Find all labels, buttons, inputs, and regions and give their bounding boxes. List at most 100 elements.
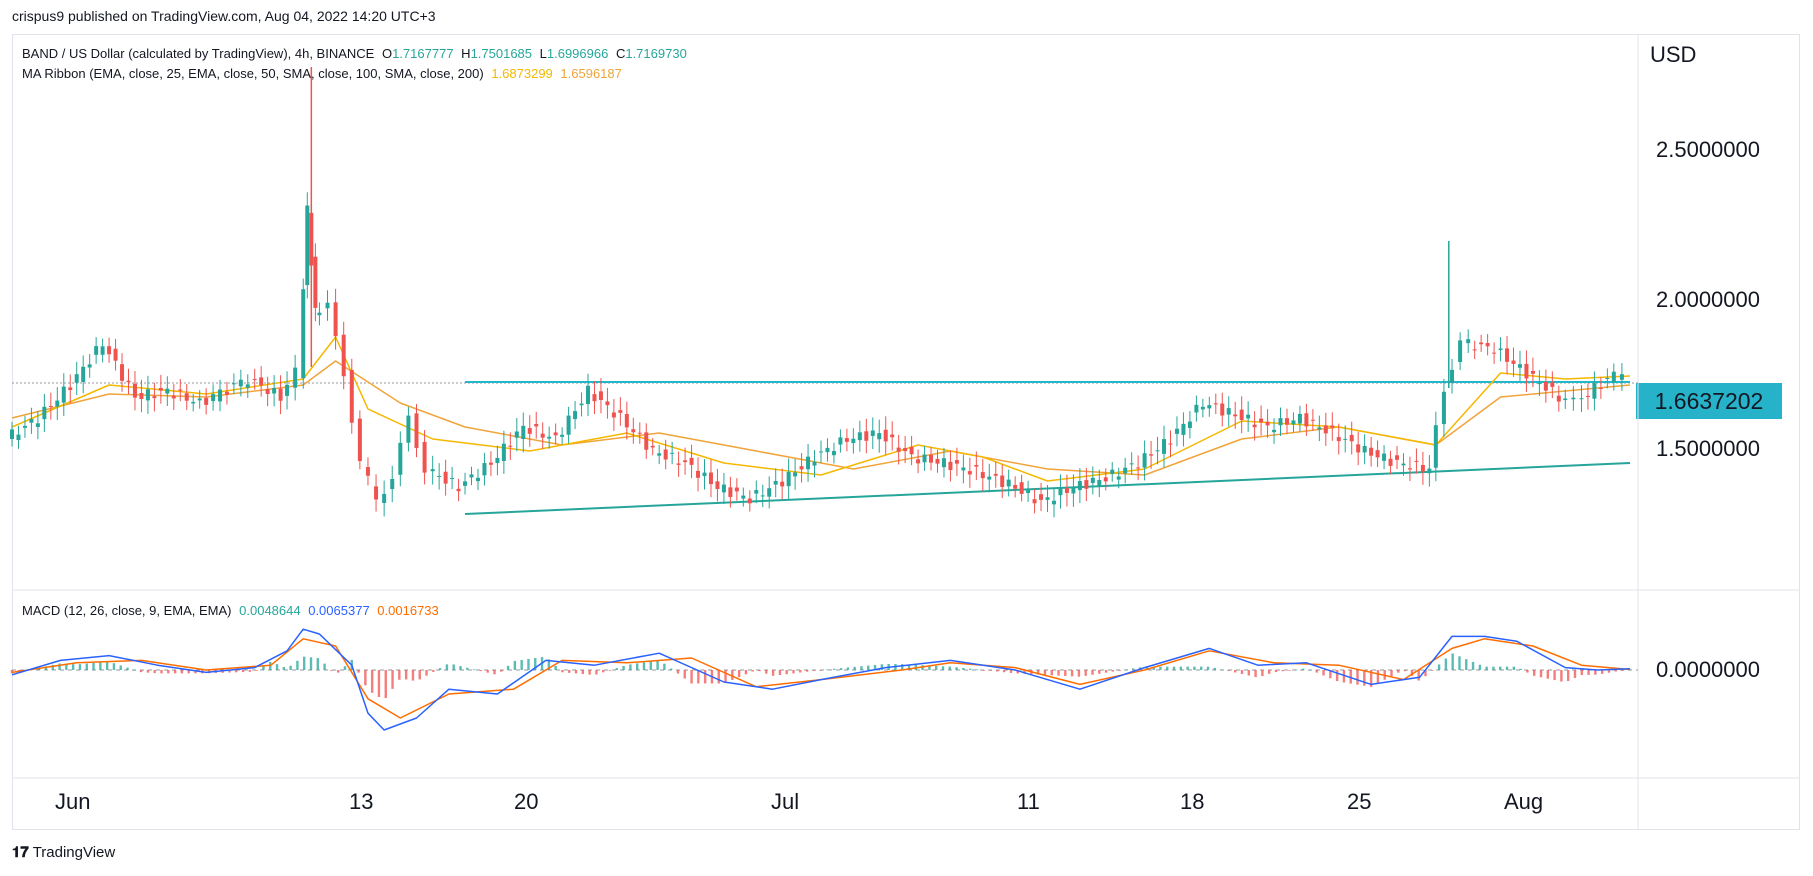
macd-histogram-bar: [180, 670, 184, 674]
candle-body: [132, 383, 137, 398]
candle-body: [293, 367, 298, 388]
candle-body: [42, 406, 47, 420]
macd-histogram-bar: [765, 670, 768, 674]
candle-body: [1168, 443, 1173, 445]
candle-body: [1026, 489, 1031, 494]
macd-histogram-bar: [1254, 670, 1257, 678]
candle-body: [1585, 395, 1590, 398]
macd-histogram-bar: [1566, 670, 1570, 682]
candle-body: [1530, 370, 1535, 374]
close-value: 1.7169730: [625, 46, 687, 61]
macd-histogram-bar: [642, 662, 646, 670]
candle-body: [683, 460, 688, 463]
candle-body: [218, 389, 223, 402]
macd-histogram-bar: [289, 665, 292, 670]
candle-body: [1401, 463, 1406, 466]
candle-body: [1291, 420, 1296, 425]
macd-line: [11, 628, 1631, 731]
macd-histogram-bar: [1247, 670, 1250, 676]
macd-histogram-bar: [1397, 670, 1400, 673]
macd-histogram-bar: [805, 670, 809, 672]
candle-body: [55, 400, 60, 407]
macd-histogram-bar: [303, 656, 306, 670]
candle-body: [534, 424, 539, 427]
candle-body: [825, 447, 830, 453]
x-tick-label: 20: [514, 789, 539, 814]
macd-histogram-bar: [1295, 669, 1298, 671]
macd-histogram-bar: [1329, 670, 1332, 679]
candle-body: [689, 457, 694, 465]
ma-value-1: 1.6873299: [491, 66, 553, 81]
macd-histogram-bar: [1023, 670, 1026, 674]
candle-body: [624, 414, 629, 428]
candle-body: [94, 346, 99, 355]
macd-histogram-bar: [547, 659, 551, 670]
candle-body: [929, 454, 934, 463]
macd-histogram-bar: [1193, 666, 1196, 670]
macd-histogram-bar: [1410, 670, 1414, 676]
candle-body: [1498, 348, 1503, 350]
candle-body: [1129, 463, 1134, 465]
candle-body: [414, 413, 419, 448]
macd-histogram-bar: [323, 663, 326, 670]
macd-histogram-bar: [445, 664, 449, 670]
macd-histogram-bar: [724, 670, 727, 683]
macd-histogram-bar: [1356, 670, 1359, 685]
candle-body: [864, 431, 869, 441]
macd-histogram-bar: [1505, 666, 1509, 670]
macd-histogram-bar: [520, 659, 523, 670]
candle-body: [954, 460, 959, 464]
macd-histogram-bar: [1363, 670, 1366, 686]
candle-body: [521, 425, 526, 440]
macd-histogram-bar: [1431, 670, 1434, 671]
tradingview-footer[interactable]: 𝟏𝟕 TradingView: [12, 844, 115, 861]
candle-body: [184, 393, 189, 401]
macd-histogram-bar: [513, 660, 517, 670]
macd-histogram-bar: [975, 669, 979, 671]
macd-histogram-bar: [1186, 666, 1189, 670]
candle-body: [341, 334, 346, 377]
macd-histogram-bar: [1070, 670, 1074, 677]
high-value: 1.7501685: [470, 46, 533, 61]
macd-histogram-bar: [935, 665, 938, 670]
macd-histogram-bar: [1016, 670, 1019, 674]
candle-body: [1427, 468, 1432, 474]
candle-body: [941, 458, 946, 468]
macd-histogram-bar: [574, 670, 578, 674]
candle-body: [1330, 425, 1335, 428]
candle-body: [422, 441, 427, 473]
candle-body: [145, 389, 150, 401]
macd-histogram-bar: [235, 670, 238, 673]
macd-histogram-bar: [534, 658, 537, 670]
low-value: 1.6996966: [546, 46, 609, 61]
y-tick-label: 2.5000000: [1656, 137, 1760, 162]
candle-body: [799, 466, 804, 470]
open-label: O: [381, 46, 393, 61]
macd-histogram-bar: [269, 662, 272, 670]
candle-body: [1200, 406, 1205, 410]
macd-histogram-bar: [758, 670, 761, 672]
tradingview-brand: TradingView: [32, 844, 116, 861]
macd-histogram-bar: [255, 670, 258, 671]
candle-body: [501, 443, 506, 461]
candle-body: [1310, 419, 1315, 421]
ma-25-line: [11, 336, 1631, 482]
candle-body: [1550, 382, 1555, 387]
candle-body: [107, 346, 112, 355]
candle-body: [1511, 360, 1516, 364]
candle-body: [1524, 363, 1529, 379]
candle-body: [605, 401, 610, 406]
macd-histogram-bar: [1084, 670, 1087, 676]
candle-body: [374, 486, 379, 500]
candle-body: [909, 446, 914, 455]
macd-histogram-bar: [398, 670, 401, 680]
candle-body: [586, 385, 591, 404]
candle-body: [48, 406, 53, 408]
candle-body: [1142, 453, 1147, 468]
candle-body: [178, 389, 183, 391]
macd-histogram-bar: [1043, 670, 1047, 675]
open-value: 1.7167777: [392, 46, 454, 61]
candle-body: [1181, 423, 1186, 435]
candle-body: [259, 377, 264, 386]
candle-body: [1155, 450, 1160, 452]
